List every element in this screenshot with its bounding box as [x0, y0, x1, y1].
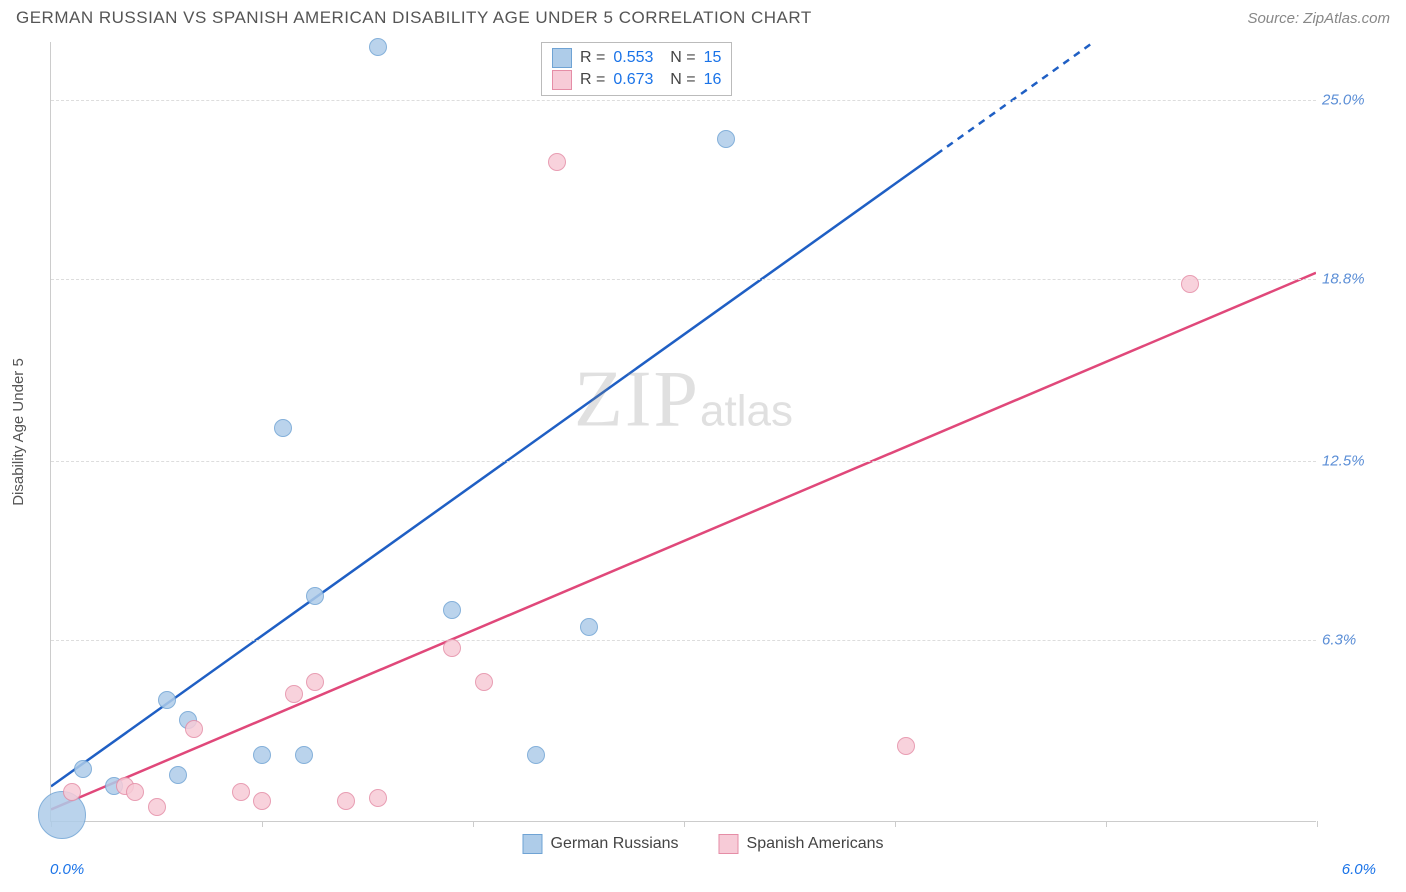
data-point [337, 792, 355, 810]
y-tick-label: 25.0% [1322, 91, 1378, 108]
legend-item-german: German Russians [522, 834, 678, 854]
y-tick-label: 12.5% [1322, 452, 1378, 469]
x-axis-label-right: 6.0% [1342, 861, 1376, 878]
regression-line-dashed [937, 42, 1317, 154]
data-point [285, 685, 303, 703]
data-point [253, 792, 271, 810]
stat-r-label: R = [580, 49, 605, 67]
plot-area: R = 0.553 N = 15 R = 0.673 N = 16 ZIP at… [50, 42, 1316, 822]
watermark-atlas: atlas [700, 387, 793, 437]
stat-row-spanish: R = 0.673 N = 16 [552, 69, 721, 91]
chart-wrap: Disability Age Under 5 R = 0.553 N = 15 … [0, 32, 1406, 884]
data-point [74, 760, 92, 778]
data-point [717, 130, 735, 148]
legend-label-spanish: Spanish Americans [747, 835, 884, 853]
watermark: ZIP atlas [574, 355, 793, 446]
legend-swatch-spanish [719, 834, 739, 854]
x-tick [473, 821, 474, 827]
data-point [63, 783, 81, 801]
x-axis-label-left: 0.0% [50, 861, 84, 878]
stat-r-spanish: 0.673 [613, 71, 653, 89]
data-point [369, 789, 387, 807]
swatch-spanish [552, 70, 572, 90]
data-point [897, 737, 915, 755]
data-point [158, 691, 176, 709]
data-point [295, 746, 313, 764]
data-point [232, 783, 250, 801]
gridline [51, 640, 1316, 641]
regression-line [51, 154, 937, 786]
x-tick [262, 821, 263, 827]
stat-n-german: 15 [704, 49, 722, 67]
data-point [148, 798, 166, 816]
data-point [1181, 275, 1199, 293]
data-point [580, 618, 598, 636]
gridline [51, 279, 1316, 280]
data-point [274, 419, 292, 437]
data-point [185, 720, 203, 738]
data-point [443, 601, 461, 619]
data-point [369, 38, 387, 56]
gridline [51, 100, 1316, 101]
data-point [306, 587, 324, 605]
y-tick-label: 6.3% [1322, 632, 1378, 649]
regression-line [51, 273, 1316, 810]
stat-n-label: N = [661, 71, 695, 89]
stat-n-label: N = [661, 49, 695, 67]
stat-r-german: 0.553 [613, 49, 653, 67]
chart-source: Source: ZipAtlas.com [1247, 10, 1390, 27]
stat-n-spanish: 16 [704, 71, 722, 89]
y-tick-label: 18.8% [1322, 270, 1378, 287]
data-point [126, 783, 144, 801]
chart-title: GERMAN RUSSIAN VS SPANISH AMERICAN DISAB… [16, 8, 812, 28]
gridline [51, 461, 1316, 462]
legend-label-german: German Russians [550, 835, 678, 853]
data-point [475, 673, 493, 691]
data-point [548, 153, 566, 171]
data-point [169, 766, 187, 784]
footer-legend: German Russians Spanish Americans [522, 834, 883, 854]
data-point [253, 746, 271, 764]
data-point [443, 639, 461, 657]
stat-legend: R = 0.553 N = 15 R = 0.673 N = 16 [541, 42, 732, 96]
y-axis-label: Disability Age Under 5 [10, 358, 27, 506]
swatch-german [552, 48, 572, 68]
legend-item-spanish: Spanish Americans [719, 834, 884, 854]
legend-swatch-german [522, 834, 542, 854]
chart-header: GERMAN RUSSIAN VS SPANISH AMERICAN DISAB… [0, 0, 1406, 32]
data-point [527, 746, 545, 764]
x-tick [1106, 821, 1107, 827]
data-point [306, 673, 324, 691]
x-tick [895, 821, 896, 827]
stat-row-german: R = 0.553 N = 15 [552, 47, 721, 69]
x-tick [1317, 821, 1318, 827]
regression-lines [51, 42, 1316, 821]
x-tick [684, 821, 685, 827]
stat-r-label: R = [580, 71, 605, 89]
watermark-zip: ZIP [574, 355, 700, 446]
